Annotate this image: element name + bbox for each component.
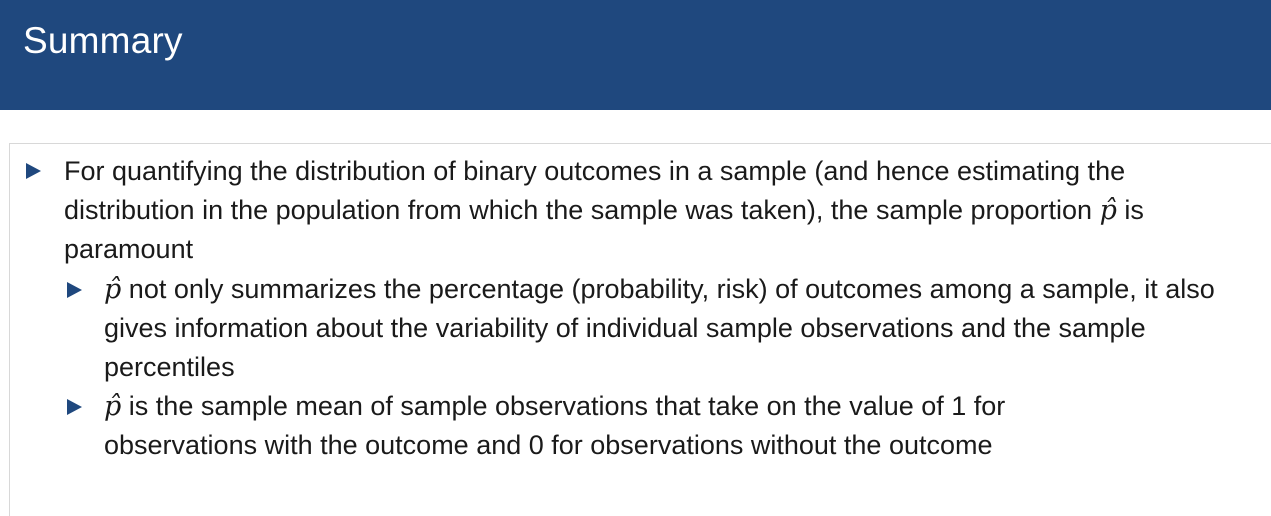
sub-bullet-1-body: not only summarizes the percentage (prob… bbox=[104, 274, 1215, 382]
p-hat-symbol: p̂ bbox=[1099, 195, 1117, 226]
p-hat-symbol: p̂ bbox=[104, 274, 122, 305]
bullet-1-text-before: For quantifying the distribution of bina… bbox=[64, 156, 1126, 225]
p-hat-symbol: p̂ bbox=[104, 391, 122, 422]
sub-bullet-2-text: p̂ is the sample mean of sample observat… bbox=[104, 387, 1104, 465]
bullet-1-text: For quantifying the distribution of bina… bbox=[64, 152, 1259, 269]
content-box bbox=[9, 143, 1271, 516]
slide-title: Summary bbox=[23, 20, 183, 61]
sub-bullet-marker-icon bbox=[67, 282, 82, 298]
title-bar: Summary bbox=[0, 0, 1271, 110]
sub-bullet-marker-icon bbox=[67, 399, 82, 415]
bullet-marker-icon bbox=[26, 163, 41, 179]
sub-bullet-2-body: is the sample mean of sample observation… bbox=[104, 391, 1006, 460]
bullet-1-text-after: is paramount bbox=[64, 195, 1144, 264]
sub-bullet-1-text: p̂ not only summarizes the percentage (p… bbox=[104, 270, 1264, 387]
